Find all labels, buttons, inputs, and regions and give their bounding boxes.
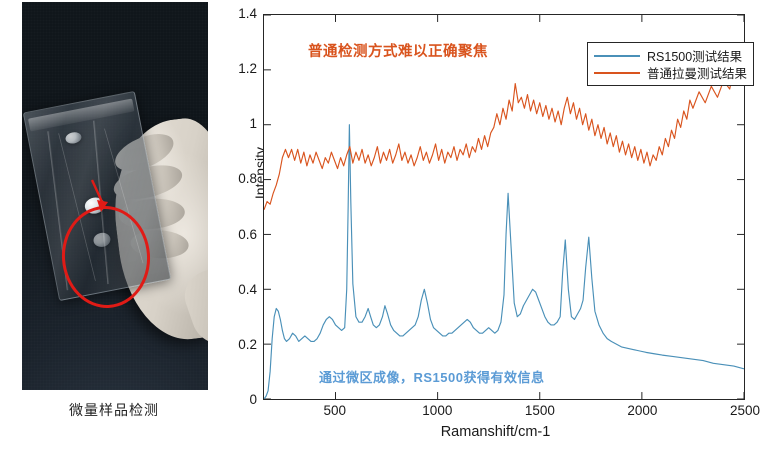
plot-area: 普通检测方式难以正确聚焦 通过微区成像，RS1500获得有效信息 RS1500测… bbox=[263, 14, 754, 400]
legend-item-normal-raman[interactable]: 普通拉曼测试结果 bbox=[594, 64, 747, 81]
sample-photo bbox=[22, 2, 208, 390]
annotation-top: 普通检测方式难以正确聚焦 bbox=[308, 44, 488, 60]
series-line-rs1500 bbox=[264, 125, 744, 399]
legend-item-rs1500[interactable]: RS1500测试结果 bbox=[594, 47, 747, 64]
chart-panel: 0 0.2 0.4 0.6 0.8 1 1.2 1.4 Intensity 普通检测方式难以正… bbox=[228, 0, 763, 451]
annotation-bottom: 通过微区成像，RS1500获得有效信息 bbox=[319, 370, 545, 385]
y-tick-label: 0.4 bbox=[238, 281, 257, 297]
legend-swatch bbox=[594, 71, 640, 74]
y-tick-label: 1.2 bbox=[238, 61, 257, 77]
y-tick-label: 0.8 bbox=[238, 171, 257, 187]
glove-cuff bbox=[177, 252, 208, 354]
x-tick-label: 1000 bbox=[422, 403, 453, 418]
y-tick-label: 1 bbox=[249, 116, 257, 132]
x-tick-label: 2500 bbox=[729, 403, 761, 418]
axis-tick-marks bbox=[264, 15, 744, 399]
photo-caption: 微量样品检测 bbox=[69, 402, 159, 418]
x-tick-label: 2000 bbox=[627, 403, 658, 418]
y-tick-label: 0.2 bbox=[238, 336, 257, 352]
x-tick-label: 500 bbox=[323, 403, 347, 418]
photo-panel: 微量样品检测 bbox=[0, 0, 228, 451]
red-arrow-icon bbox=[90, 179, 108, 212]
series-line-normal-raman bbox=[264, 42, 744, 209]
y-axis-ticks: 0 0.2 0.4 0.6 0.8 1 1.2 1.4 bbox=[228, 6, 263, 407]
y-tick-label: 0 bbox=[249, 392, 257, 407]
legend-label: RS1500测试结果 bbox=[647, 50, 743, 64]
sample-particle bbox=[64, 130, 83, 145]
y-tick-label: 0.6 bbox=[238, 226, 257, 242]
x-axis-label: Ramanshift/cm-1 bbox=[440, 424, 551, 440]
legend-label: 普通拉曼测试结果 bbox=[646, 67, 747, 81]
legend-swatch bbox=[594, 54, 640, 57]
y-tick-label: 1.4 bbox=[238, 6, 257, 21]
series-group bbox=[264, 42, 744, 399]
chart-legend: RS1500测试结果 普通拉曼测试结果 bbox=[587, 42, 754, 86]
spectra-plot bbox=[264, 15, 744, 399]
x-tick-label: 1500 bbox=[524, 403, 555, 418]
